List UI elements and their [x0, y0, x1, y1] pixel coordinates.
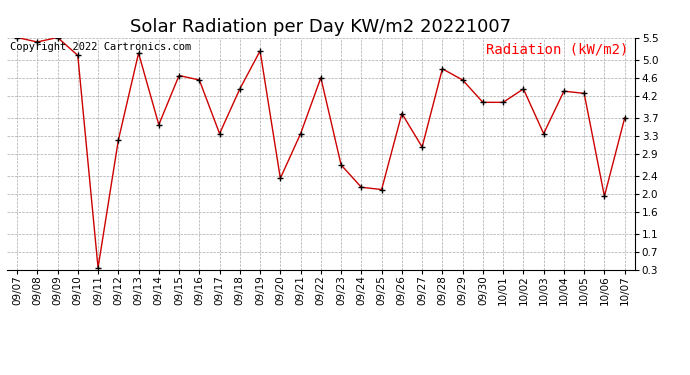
Text: Copyright 2022 Cartronics.com: Copyright 2022 Cartronics.com: [10, 42, 191, 52]
Text: Radiation (kW/m2): Radiation (kW/m2): [486, 42, 629, 56]
Title: Solar Radiation per Day KW/m2 20221007: Solar Radiation per Day KW/m2 20221007: [130, 18, 511, 36]
